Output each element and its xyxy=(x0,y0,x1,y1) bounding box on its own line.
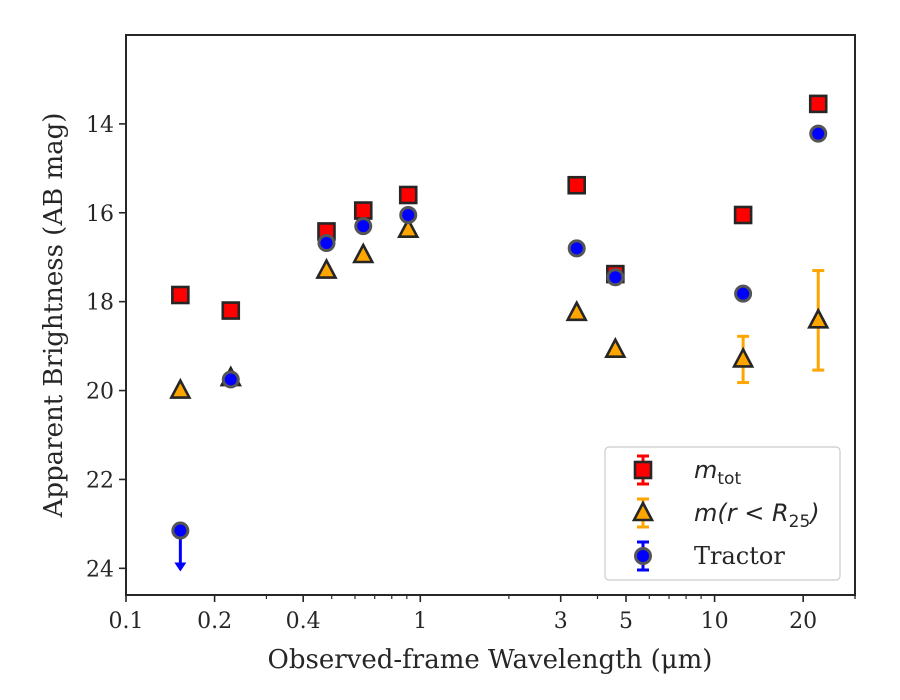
data-point-square xyxy=(171,285,190,305)
data-point-triangle xyxy=(731,346,755,368)
data-point-square xyxy=(733,205,753,225)
x-tick-label: 0.4 xyxy=(286,609,321,634)
axis-ticks: 0.1 0.2 0.4 1 3 5 10 20 14 16 18 20 22 24 xyxy=(86,113,856,634)
series-circle xyxy=(171,124,828,572)
data-point-triangle xyxy=(807,307,830,329)
data-point-square xyxy=(221,301,241,320)
data-point-square xyxy=(567,175,587,195)
x-tick-label: 10 xyxy=(701,609,729,634)
data-point-triangle xyxy=(169,377,192,399)
data-point-circle xyxy=(567,239,586,258)
data-point-triangle xyxy=(397,216,420,238)
data-point-circle xyxy=(399,206,418,224)
x-tick-label: 3 xyxy=(554,609,568,634)
x-tick-label: 5 xyxy=(619,609,633,634)
legend-marker-triangle xyxy=(631,500,655,522)
legend-label: Tractor xyxy=(694,542,785,570)
y-tick-label: 16 xyxy=(86,202,114,227)
y-tick-label: 14 xyxy=(86,113,114,138)
data-point-circle xyxy=(809,124,828,143)
data-point-circle xyxy=(317,234,336,252)
data-point-circle xyxy=(734,284,753,303)
x-tick-label: 1 xyxy=(413,609,427,634)
y-tick-label: 22 xyxy=(86,468,114,493)
y-axis-title: Apparent Brightness (AB mag) xyxy=(39,113,69,519)
legend-box xyxy=(604,446,841,581)
legend-label: mtot xyxy=(694,456,741,489)
y-tick-label: 24 xyxy=(86,557,114,582)
upper-limit-arrowhead xyxy=(174,562,187,572)
legend-marker-square xyxy=(633,460,653,480)
y-tick-label: 18 xyxy=(86,291,114,316)
plot-frame xyxy=(125,34,856,596)
series-square xyxy=(171,94,828,320)
x-tick-label: 20 xyxy=(789,609,817,634)
data-point-square xyxy=(808,94,828,114)
data-point-triangle xyxy=(352,242,375,264)
legend-marker-circle xyxy=(634,547,652,565)
x-tick-label: 0.1 xyxy=(109,609,144,634)
data-point-square xyxy=(353,201,373,220)
y-tick-label: 20 xyxy=(86,380,114,405)
data-point-triangle xyxy=(604,336,627,358)
legend-label: m(r < R25) xyxy=(694,499,820,532)
x-tick-label: 0.2 xyxy=(197,609,232,634)
series-triangle xyxy=(169,216,830,399)
data-point-circle xyxy=(221,370,240,389)
x-axis-title: Observed-frame Wavelength (μm) xyxy=(268,645,713,675)
data-point-circle xyxy=(354,217,373,236)
data-point-triangle xyxy=(315,257,338,279)
data-point-triangle xyxy=(565,299,588,322)
data-point-circle xyxy=(171,521,190,540)
legend: mtot m(r < R25) Tractor xyxy=(604,446,841,581)
data-point-circle xyxy=(606,268,625,287)
plot-area xyxy=(169,94,830,572)
data-point-square xyxy=(398,185,418,205)
